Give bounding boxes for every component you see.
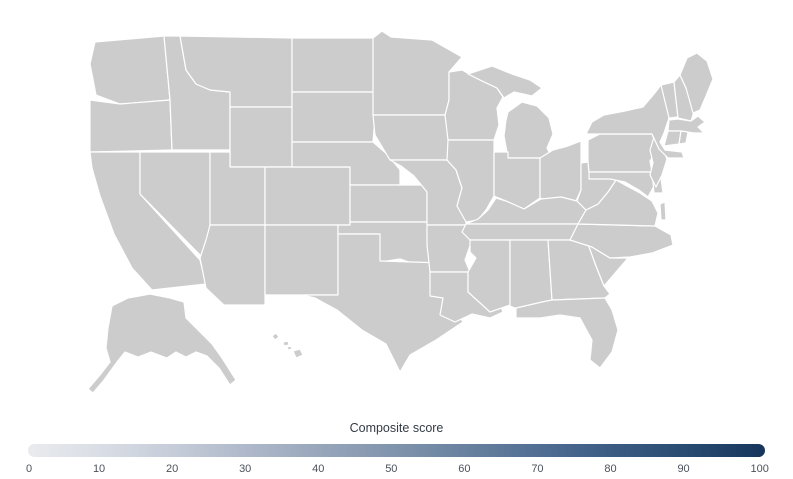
state-arizona[interactable] [199,224,266,306]
state-hawaii[interactable] [271,332,304,359]
state-kansas[interactable] [349,184,428,223]
us-choropleth-map [87,30,714,394]
state-new-york[interactable] [585,84,685,159]
legend-tick: 60 [458,463,471,475]
state-maine[interactable] [679,52,714,114]
legend-gradient-bar [28,444,765,457]
state-texas[interactable] [301,233,464,373]
map-legend: Composite score 0 10 20 30 40 50 60 70 8… [0,421,793,475]
legend-tick: 30 [239,463,252,475]
legend-tick: 0 [26,463,33,475]
legend-tick: 90 [677,463,690,475]
state-pennsylvania[interactable] [587,133,659,173]
legend-title: Composite score [349,421,444,435]
legend-tick: 20 [166,463,179,475]
legend-tick: 50 [385,463,398,475]
legend-tick-labels: 0 10 20 30 40 50 60 70 80 90 100 [26,463,769,475]
legend-tick: 70 [531,463,544,475]
state-oregon[interactable] [89,99,173,153]
state-alaska[interactable] [87,293,237,394]
legend-tick: 80 [604,463,617,475]
state-rhode-island[interactable] [678,130,689,145]
legend-tick: 10 [92,463,106,475]
state-florida[interactable] [515,297,619,369]
state-washington[interactable] [89,35,171,105]
state-wyoming[interactable] [229,106,293,168]
legend-tick: 40 [312,463,325,475]
state-north-dakota[interactable] [291,37,378,93]
state-colorado[interactable] [264,166,351,226]
legend-tick: 100 [750,463,769,475]
state-new-mexico[interactable] [264,224,339,296]
state-michigan[interactable] [467,65,554,159]
state-south-dakota[interactable] [291,91,378,143]
